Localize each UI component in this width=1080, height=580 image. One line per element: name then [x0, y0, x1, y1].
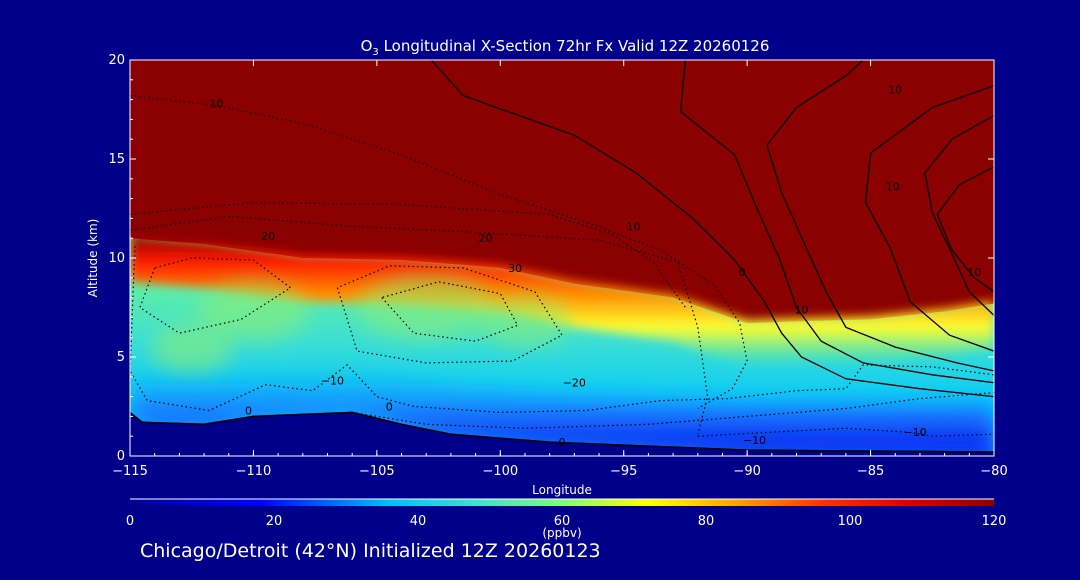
- y-tick-label: 20: [108, 53, 125, 68]
- contour-label: 20: [261, 230, 275, 243]
- contour-label: −20: [563, 377, 586, 390]
- contour-label: 10: [967, 266, 981, 279]
- x-tick-label: −115: [112, 464, 148, 479]
- contour-lines: [130, 60, 994, 453]
- x-tick-label: −110: [236, 464, 272, 479]
- colorbar-units: (ppbv): [542, 526, 581, 540]
- solid-contour: [924, 114, 994, 316]
- y-tick-label: 5: [117, 350, 125, 365]
- chart-title: O3 Longitudinal X-Section 72hr Fx Valid …: [361, 37, 770, 58]
- colorbar-tick-label: 80: [698, 514, 715, 529]
- contour-label: −10: [321, 375, 344, 388]
- y-axis-label: Altitude (km): [86, 219, 100, 298]
- green-patch: [151, 323, 232, 376]
- contour-label: 10: [886, 181, 900, 194]
- solid-contour: [679, 60, 994, 384]
- dotted-contour: [130, 215, 709, 435]
- colorbar-tick-label: 120: [982, 514, 1007, 529]
- x-axis: −115 −110 −105 −100 −95 −90 −85 −80: [112, 60, 1008, 479]
- x-tick-label: −85: [857, 464, 884, 479]
- colorbar-tick-label: 20: [266, 514, 283, 529]
- green-patch: [479, 296, 570, 347]
- contour-label: 20: [478, 232, 492, 245]
- boundary-layer-fill: [130, 364, 994, 456]
- solid-contour: [766, 60, 994, 372]
- contour-label: −10: [903, 426, 926, 439]
- solid-contour: [430, 60, 994, 398]
- contour-label: −10: [743, 434, 766, 447]
- footer-caption: Chicago/Detroit (42°N) Initialized 12Z 2…: [140, 540, 601, 562]
- green-patch: [356, 275, 497, 340]
- x-tick-label: −90: [733, 464, 760, 479]
- x-tick-label: −100: [482, 464, 518, 479]
- dotted-contour: [139, 257, 292, 334]
- x-tick-label: −80: [980, 464, 1007, 479]
- y-tick-label: 10: [108, 251, 125, 266]
- colorbar-tick-label: 100: [838, 514, 863, 529]
- x-tick-label: −95: [610, 464, 637, 479]
- solid-contour: [130, 411, 994, 453]
- contour-label: 10: [888, 84, 902, 97]
- contour-label: 0: [386, 400, 393, 413]
- contour-label: 10: [794, 303, 808, 316]
- dotted-contour: [336, 265, 563, 364]
- tropopause-gradient-band: [130, 235, 994, 367]
- x-axis-label: Longitude: [532, 483, 592, 497]
- plot-area: 10 20 20 10 30 0 10 10 10 10 −10 −20 0 0 0 −10 −10: [130, 60, 994, 456]
- x-tick-label: −105: [359, 464, 395, 479]
- colorbar-ticks: 0 20 40 60 80 100 120: [126, 498, 1007, 529]
- solid-contour: [936, 166, 994, 293]
- dotted-contour: [130, 201, 686, 308]
- dotted-contour: [130, 246, 994, 414]
- colorbar-tick-label: 40: [410, 514, 427, 529]
- solid-contour: [864, 85, 994, 352]
- y-tick-label: 15: [108, 152, 125, 167]
- contour-label: 30: [508, 262, 522, 275]
- contour-label: 0: [245, 404, 252, 417]
- contour-labels: 10 20 20 10 30 0 10 10 10 10 −10 −20 0 0 0 −10 −10: [209, 84, 981, 449]
- dotted-contour: [352, 392, 994, 429]
- contour-label: 0: [559, 436, 566, 449]
- colorbar-tick-label: 0: [126, 514, 134, 529]
- colorbar-tick-label: 60: [554, 514, 571, 529]
- contour-label: 10: [627, 220, 641, 233]
- y-tick-label: 0: [117, 449, 125, 464]
- contour-label: 10: [209, 98, 223, 111]
- colorbar: [130, 499, 994, 506]
- terrain-mask: [130, 412, 994, 456]
- y-axis: 0 5 10 15 20: [108, 53, 994, 464]
- contour-label: 0: [739, 266, 746, 279]
